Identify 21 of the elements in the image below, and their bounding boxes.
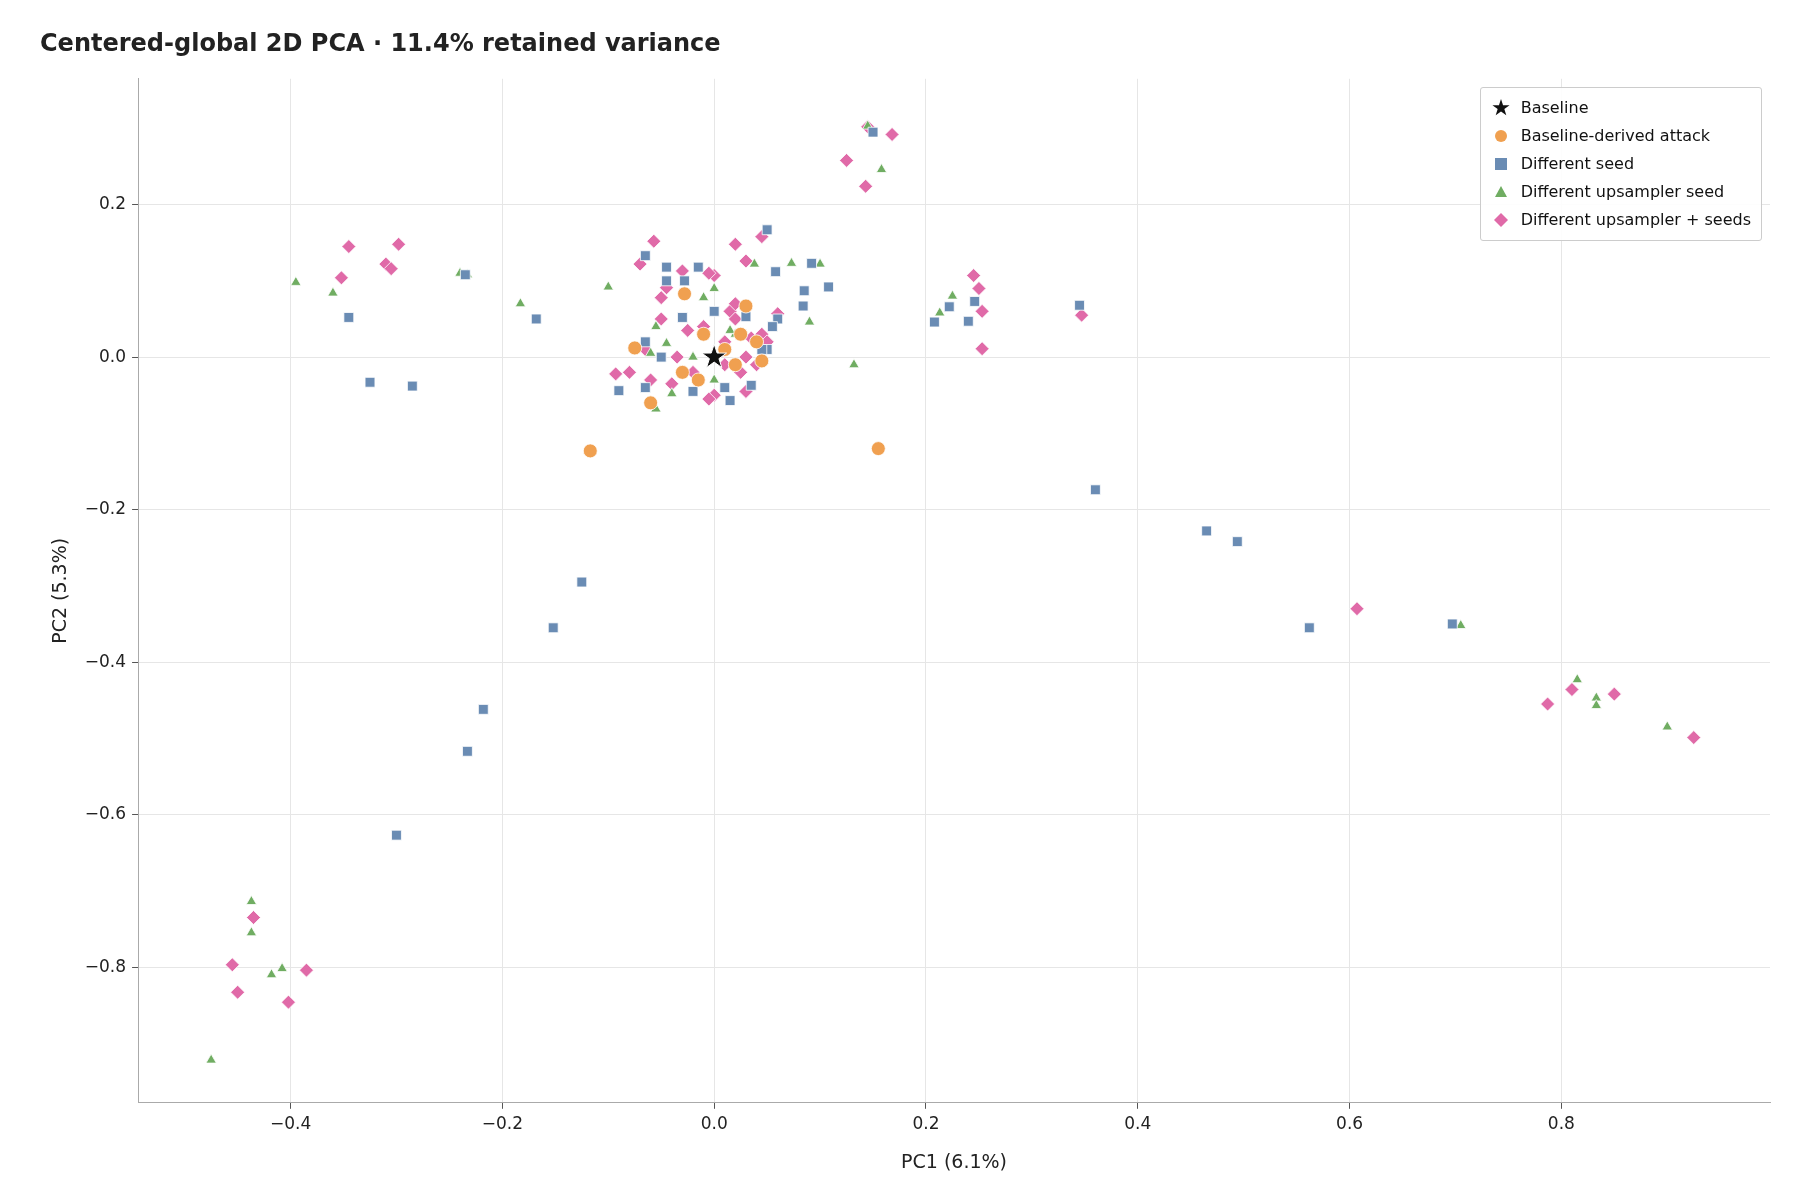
y-tick-label: −0.6 <box>84 803 127 824</box>
legend-label: Different upsampler seed <box>1520 182 1725 202</box>
legend-label: Baseline-derived attack <box>1520 126 1711 146</box>
x-tick-label: 0.8 <box>1547 1113 1575 1134</box>
y-tick-label: −0.4 <box>84 650 127 671</box>
x-tick-label: −0.4 <box>269 1113 312 1134</box>
y-tick-label: 0.2 <box>99 193 127 214</box>
x-tick-label: −0.2 <box>481 1113 524 1134</box>
x-tick-label: 0.6 <box>1336 1113 1364 1134</box>
legend-label: Baseline <box>1520 98 1589 118</box>
y-tick-label: −0.8 <box>84 955 127 976</box>
x-axis-title: PC1 (6.1%) <box>901 1149 1008 1172</box>
legend-label: Different seed <box>1520 154 1635 174</box>
x-tick-label: 0.4 <box>1124 1113 1152 1134</box>
x-tick-label: 0.0 <box>700 1113 728 1134</box>
y-tick-label: −0.2 <box>84 498 127 519</box>
y-axis-title: PC2 (5.3%) <box>48 537 71 644</box>
chart-title: Centered-global 2D PCA · 11.4% retained variance <box>40 28 721 57</box>
legend-label: Different upsampler + seeds <box>1520 210 1751 230</box>
y-tick-label: 0.0 <box>99 345 127 366</box>
x-tick-label: 0.2 <box>912 1113 940 1134</box>
